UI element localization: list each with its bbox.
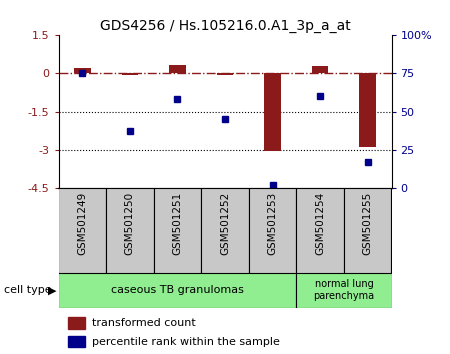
Text: GSM501250: GSM501250 [125, 192, 135, 255]
Bar [201, 188, 249, 273]
Text: GSM501249: GSM501249 [77, 192, 87, 255]
Bar [58, 273, 297, 308]
Bar [297, 273, 392, 308]
Bar [249, 188, 297, 273]
Bar [122, 74, 138, 75]
Bar [58, 188, 106, 273]
Bar [169, 64, 186, 74]
Text: normal lung
parenchyma: normal lung parenchyma [313, 279, 374, 301]
Bar [217, 74, 233, 75]
Text: GSM501252: GSM501252 [220, 192, 230, 255]
Bar [74, 68, 90, 74]
Text: GSM501255: GSM501255 [363, 192, 373, 255]
Text: ▶: ▶ [48, 285, 56, 295]
Bar [344, 188, 392, 273]
Bar [68, 336, 85, 347]
Bar [68, 317, 85, 329]
Text: percentile rank within the sample: percentile rank within the sample [92, 337, 280, 347]
Title: GDS4256 / Hs.105216.0.A1_3p_a_at: GDS4256 / Hs.105216.0.A1_3p_a_at [99, 19, 351, 33]
Bar [153, 188, 201, 273]
Bar [360, 74, 376, 147]
Bar [106, 188, 153, 273]
Text: transformed count: transformed count [92, 318, 196, 328]
Text: GSM501254: GSM501254 [315, 192, 325, 255]
Text: caseous TB granulomas: caseous TB granulomas [111, 285, 244, 295]
Text: cell type: cell type [4, 285, 52, 295]
Text: GSM501253: GSM501253 [268, 192, 278, 255]
Bar [264, 74, 281, 151]
Bar [297, 188, 344, 273]
Bar [312, 66, 328, 74]
Text: GSM501251: GSM501251 [172, 192, 182, 255]
